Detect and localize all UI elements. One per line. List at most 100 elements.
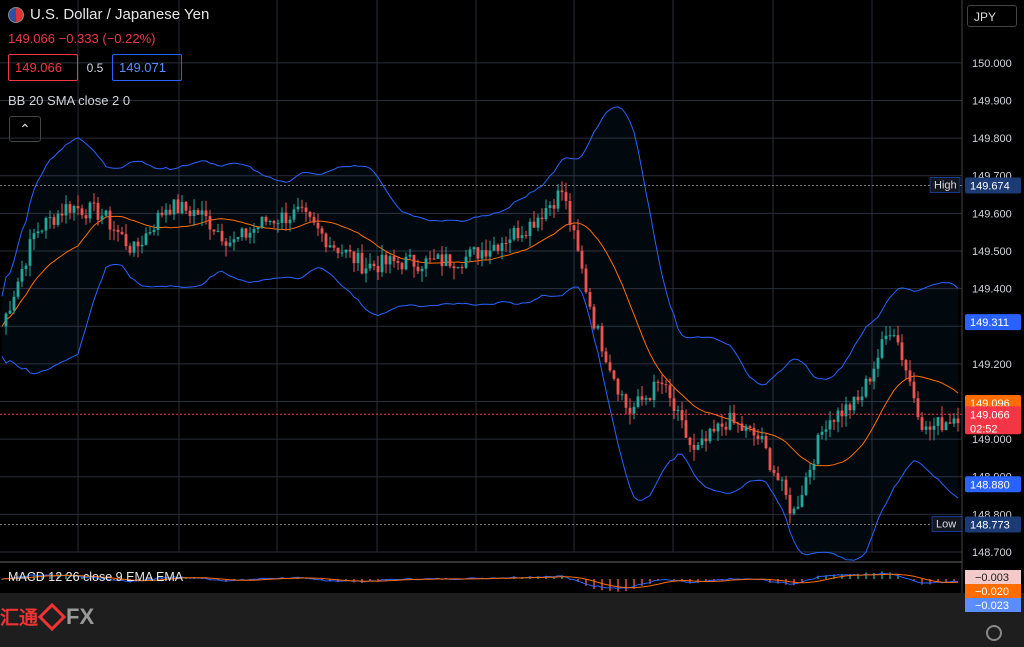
- candle-body: [516, 227, 520, 238]
- macd-hist-bar: [617, 579, 619, 592]
- candle-body: [652, 381, 656, 401]
- candle-body: [508, 239, 512, 244]
- macd-hist-bar: [377, 579, 379, 582]
- macd-hist-bar: [641, 579, 643, 586]
- bid-ask-panel: 149.066 0.5 149.071: [8, 54, 182, 81]
- y-tick-label: 149.200: [972, 359, 1012, 371]
- candle-body: [864, 378, 868, 397]
- candle-body: [700, 438, 704, 445]
- candle-body: [140, 244, 144, 247]
- candle-body: [404, 256, 408, 270]
- low-price-label-bg: [965, 516, 1021, 533]
- high-tag-bg: [929, 177, 961, 193]
- candle-body: [572, 224, 576, 231]
- candle-body: [724, 426, 728, 430]
- low-tag-bg: [931, 516, 963, 532]
- candle-body: [72, 206, 76, 213]
- candle-body: [192, 210, 196, 217]
- macd-hist-bar: [945, 579, 947, 583]
- watermark-fx-text: FX: [66, 603, 95, 629]
- candle-body: [432, 258, 436, 260]
- candle-body: [576, 230, 580, 251]
- candle-body: [304, 207, 308, 212]
- candle-body: [880, 339, 884, 358]
- low-price-label: 148.773: [970, 520, 1010, 532]
- candle-body: [600, 325, 604, 352]
- candle-body: [76, 206, 80, 209]
- candle-body: [716, 423, 720, 432]
- candle-body: [68, 204, 72, 213]
- candle-body: [484, 250, 488, 257]
- candle-body: [4, 313, 8, 327]
- candle-body: [12, 296, 16, 311]
- candle-body: [340, 252, 344, 254]
- candle-body: [444, 254, 448, 267]
- candle-body: [500, 243, 504, 251]
- candle-body: [832, 420, 836, 422]
- candle-body: [732, 412, 736, 424]
- chevron-up-icon[interactable]: ⌃: [9, 116, 41, 142]
- currency-selector[interactable]: JPY: [967, 5, 1017, 27]
- candle-body: [684, 420, 688, 438]
- macd-hist-bar: [689, 579, 691, 584]
- candle-body: [368, 263, 372, 269]
- candle-body: [324, 233, 328, 248]
- gear-icon[interactable]: [986, 625, 1002, 641]
- candle-body: [436, 254, 440, 259]
- macd-legend[interactable]: MACD 12 26 close 9 EMA EMA: [8, 570, 184, 584]
- candle-body: [244, 228, 248, 238]
- candle-body: [740, 423, 744, 431]
- candle-body: [556, 190, 560, 209]
- candle-body: [528, 221, 532, 236]
- candle-body: [776, 473, 780, 481]
- candle-body: [792, 508, 796, 514]
- candle-body: [636, 396, 640, 407]
- candle-body: [416, 266, 420, 272]
- candle-body: [952, 418, 956, 424]
- candle-body: [904, 360, 908, 371]
- candle-body: [564, 192, 568, 201]
- candle-body: [56, 213, 60, 225]
- candle-body: [680, 410, 684, 421]
- candle-body: [412, 254, 416, 267]
- macd-hist-bar: [817, 575, 819, 579]
- candle-body: [892, 335, 896, 337]
- macd-hist-bar: [593, 579, 595, 589]
- ask-button[interactable]: 149.071: [112, 54, 182, 81]
- candle-body: [240, 228, 244, 238]
- candle-body: [476, 247, 480, 259]
- candle-body: [608, 362, 612, 371]
- candle-body: [744, 426, 748, 431]
- bb-upper-line: [1, 106, 959, 386]
- candle-body: [844, 404, 848, 417]
- bid-button[interactable]: 149.066: [8, 54, 78, 81]
- candle-body: [196, 210, 200, 215]
- macd-hist-bar: [633, 579, 635, 589]
- candle-body: [308, 211, 312, 217]
- indicator-legend[interactable]: BB 20 SMA close 2 0: [8, 93, 131, 108]
- candle-body: [420, 268, 424, 272]
- candle-body: [356, 252, 360, 264]
- candle-body: [136, 241, 140, 247]
- macd-hist-bar: [577, 579, 579, 582]
- macd-hist-bar: [1, 579, 3, 580]
- candle-body: [32, 233, 36, 240]
- candle-body: [408, 254, 412, 257]
- candle-body: [20, 269, 24, 282]
- candle-body: [96, 202, 100, 220]
- high-price-label-bg: [965, 177, 1021, 194]
- time-axis-bg: [0, 593, 1024, 647]
- candle-body: [592, 306, 596, 329]
- candle-body: [448, 254, 452, 267]
- candle-body: [160, 212, 164, 216]
- last-price-label: 149.066: [970, 409, 1010, 421]
- candle-body: [204, 210, 208, 217]
- candle-body: [268, 221, 272, 223]
- candle-body: [536, 217, 540, 228]
- candle-body: [888, 335, 892, 337]
- candle-body: [916, 398, 920, 418]
- candle-body: [908, 370, 912, 382]
- symbol-header[interactable]: U.S. Dollar / Japanese Yen: [8, 6, 209, 23]
- candle-body: [452, 266, 456, 269]
